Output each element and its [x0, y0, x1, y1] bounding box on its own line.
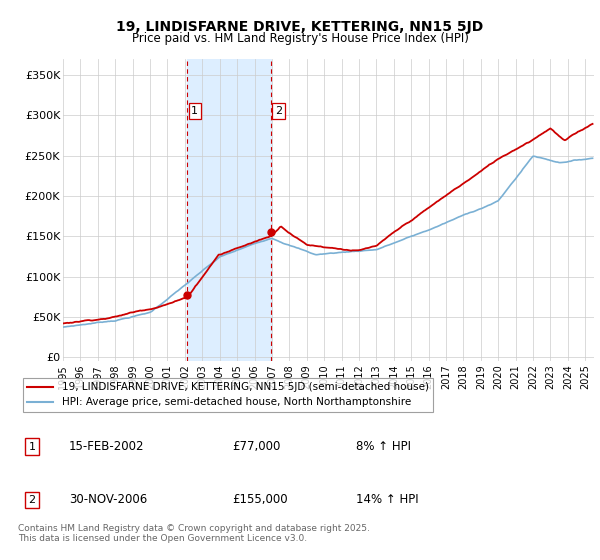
Text: 19, LINDISFARNE DRIVE, KETTERING, NN15 5JD: 19, LINDISFARNE DRIVE, KETTERING, NN15 5… — [116, 20, 484, 34]
Text: 15-FEB-2002: 15-FEB-2002 — [69, 440, 144, 453]
Text: £155,000: £155,000 — [232, 493, 288, 506]
Text: 1: 1 — [191, 106, 199, 116]
Text: Price paid vs. HM Land Registry's House Price Index (HPI): Price paid vs. HM Land Registry's House … — [131, 32, 469, 45]
Text: 1: 1 — [29, 441, 35, 451]
Text: 2: 2 — [29, 495, 35, 505]
Text: Contains HM Land Registry data © Crown copyright and database right 2025.
This d: Contains HM Land Registry data © Crown c… — [18, 524, 370, 543]
Text: 14% ↑ HPI: 14% ↑ HPI — [356, 493, 419, 506]
Legend: 19, LINDISFARNE DRIVE, KETTERING, NN15 5JD (semi-detached house), HPI: Average p: 19, LINDISFARNE DRIVE, KETTERING, NN15 5… — [23, 378, 433, 412]
Bar — [187, 59, 271, 361]
Text: 8% ↑ HPI: 8% ↑ HPI — [356, 440, 412, 453]
Text: £77,000: £77,000 — [232, 440, 281, 453]
Text: 30-NOV-2006: 30-NOV-2006 — [69, 493, 147, 506]
Text: 2: 2 — [275, 106, 282, 116]
